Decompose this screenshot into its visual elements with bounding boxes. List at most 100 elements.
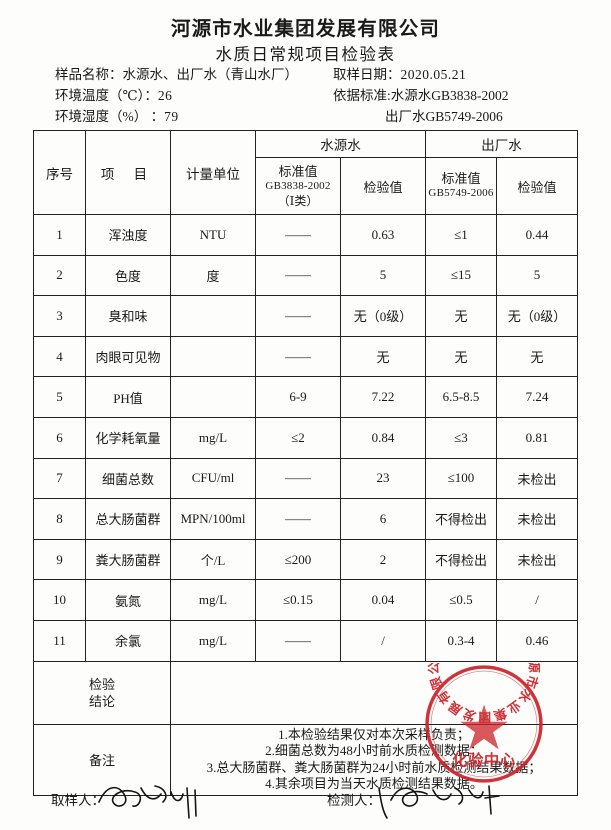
header-val-output: 检验值 [496,157,578,215]
remarks-line-2: 2.细菌总数为48小时前水质检测数据； [265,743,483,759]
sampling-date-value: 2020.05.21 [400,67,467,82]
remarks-line-3: 3.总大肠菌群、粪大肠菌群为24小时前水质检测结果数据； [206,759,542,775]
cell-seq: 2 [33,254,86,297]
cell-val-output: 5 [496,254,578,297]
cell-std-output: 不得检出 [425,538,497,581]
cell-val-source: 0.63 [340,214,426,256]
cell-seq: 3 [33,295,86,337]
cell-item-name: 臭和味 [85,295,171,337]
cell-item-name: 总大肠菌群 [85,498,171,540]
cell-unit: mg/L [170,619,256,662]
sampling-date-field: 取样日期：2020.05.21 [333,64,466,85]
sample-name-label: 样品名称： [55,67,123,82]
meta-row-temperature: 环境温度（℃）：26 依据标准:水源水GB3838-2002 [55,85,575,106]
cell-std-output: 6.5-8.5 [425,376,497,418]
cell-std-output: 无 [425,295,497,337]
remarks-line-1: 1.本检验结果仅对本次采样负责； [278,726,470,742]
conclusion-value [170,660,578,725]
cell-val-source: 2 [340,538,426,581]
header-std-source-line3: （Ⅰ类） [277,193,319,208]
cell-seq: 4 [33,335,86,378]
temperature-label: 环境温度（℃）： [55,88,158,103]
table-row: 2 色度度 —— 5 ≤15 5 [33,254,578,297]
sampler-label: 取样人： [51,793,105,808]
humidity-value: 79 [164,109,179,124]
cell-std-source: ≤2 [255,416,341,459]
table-row: 4 肉眼可见物 —— 无无无 [33,335,578,378]
cell-val-source: 无 [340,335,426,378]
table-row: 7 细菌总数 CFU/ml —— 23 ≤100 未检出 [33,457,578,500]
cell-seq: 1 [33,214,86,256]
cell-std-output: ≤3 [425,416,497,459]
company-title: 河源市水业集团发展有限公司 [170,17,441,40]
conclusion-label-line2: 结论 [88,693,115,709]
sampler-handwriting-mark [98,785,197,819]
cell-unit: mg/L [170,416,256,459]
standard-label: 依据标准: [333,88,391,103]
header-std-source: 标准值 GB3838-2002 （Ⅰ类） [255,157,341,215]
header-std-output-line2: GB5749-2006 [428,187,494,199]
cell-item-name: 化学耗氧量 [85,416,171,459]
cell-std-output: ≤100 [425,457,497,500]
cell-std-source: —— [255,295,341,337]
meta-row-sample: 样品名称：水源水、出厂水（青山水厂） 取样日期：2020.05.21 [55,64,575,85]
cell-val-output: 未检出 [496,457,578,500]
header-std-output-line1: 标准值 [441,171,481,186]
cell-val-source: 7.22 [340,376,426,418]
cell-val-source: 无（0级） [340,295,426,337]
cell-item-name: 细菌总数 [85,457,171,500]
remarks-value: 1.本检验结果仅对本次采样负责； 2.细菌总数为48小时前水质检测数据； 3.总… [170,723,578,796]
signature-row: 取样人： 检测人： [33,789,577,819]
cell-val-source: 6 [340,498,426,540]
cell-item-name: 粪大肠菌群 [85,538,171,581]
cell-item-name: 余氯 [85,619,171,662]
tester-label: 检测人： [327,793,381,808]
conclusion-row: 检验 结论 [33,660,578,725]
cell-val-source: 0.84 [340,416,426,459]
cell-val-output: 0.81 [496,416,578,459]
cell-std-source: ≤200 [255,538,341,581]
cell-val-source: 5 [340,254,426,297]
table-subheader-row: 标准值 GB3838-2002 （Ⅰ类） 检验值 标准值 GB5749-2006… [34,157,578,215]
remarks-label: 备注 [33,723,171,796]
header-seq: 序号 [33,130,86,215]
meta-row-humidity: 环境湿度（%） ：79 出厂水GB5749-2006 [55,106,575,127]
cell-val-output: 未检出 [496,538,578,581]
header-unit: 计量单位 [170,130,256,215]
table-row: 3 臭和味 —— 无（0级）无无（0级） [33,295,578,337]
cell-item-name: 肉眼可见物 [85,335,171,378]
header-item: 项 目 [85,130,171,215]
table-group-header-row: 序号 项 目 计量单位 水源水 出厂水 [33,130,578,215]
cell-unit: CFU/ml [170,457,256,500]
temperature-value: 26 [157,88,173,103]
form-title: 水质日常规项目检验表 [215,45,396,64]
standard-value-output: 出厂水GB5749-2006 [385,109,503,124]
cell-unit: 个/L [170,538,256,581]
humidity-label: 环境湿度（%） ： [55,109,165,124]
cell-val-output: 7.24 [496,376,578,418]
cell-val-output: 0.46 [496,619,578,662]
table-row: 10 氨氮 mg/L ≤0.15 0.04 ≤0.5/ [33,579,578,621]
cell-item-name: 浑浊度 [85,214,171,256]
conclusion-label: 检验 结论 [33,660,171,725]
cell-val-source: 0.04 [340,579,426,621]
cell-item-name: PH值 [85,376,171,418]
conclusion-label-line1: 检验 [88,676,115,692]
inspection-table: 序号 项 目 计量单位 水源水 出厂水 标准值 GB3838-2002 （Ⅰ类）… [33,130,578,796]
cell-item-name: 色度 [85,254,171,297]
table-row: 8 总大肠菌群 MPN/100ml —— 6 不得检出 未检出 [33,498,578,540]
cell-seq: 9 [33,538,86,581]
cell-std-output: ≤1 [425,214,497,256]
cell-std-output: 无 [425,335,497,378]
table-row: 1 浑浊度 NTU —— 0.63 ≤1 0.44 [33,214,578,256]
standard-value-source: 水源水GB3838-2002 [390,88,509,103]
cell-val-output: / [496,579,578,621]
cell-val-source: 23 [340,457,426,500]
cell-std-source: —— [255,254,341,297]
cell-val-output: 0.44 [496,214,578,256]
cell-std-source: 6-9 [255,376,341,418]
cell-seq: 10 [33,579,86,621]
table-row: 6 化学耗氧量 mg/L ≤2 0.84 ≤3 0.81 [33,416,578,459]
cell-std-output: ≤0.5 [425,579,497,621]
